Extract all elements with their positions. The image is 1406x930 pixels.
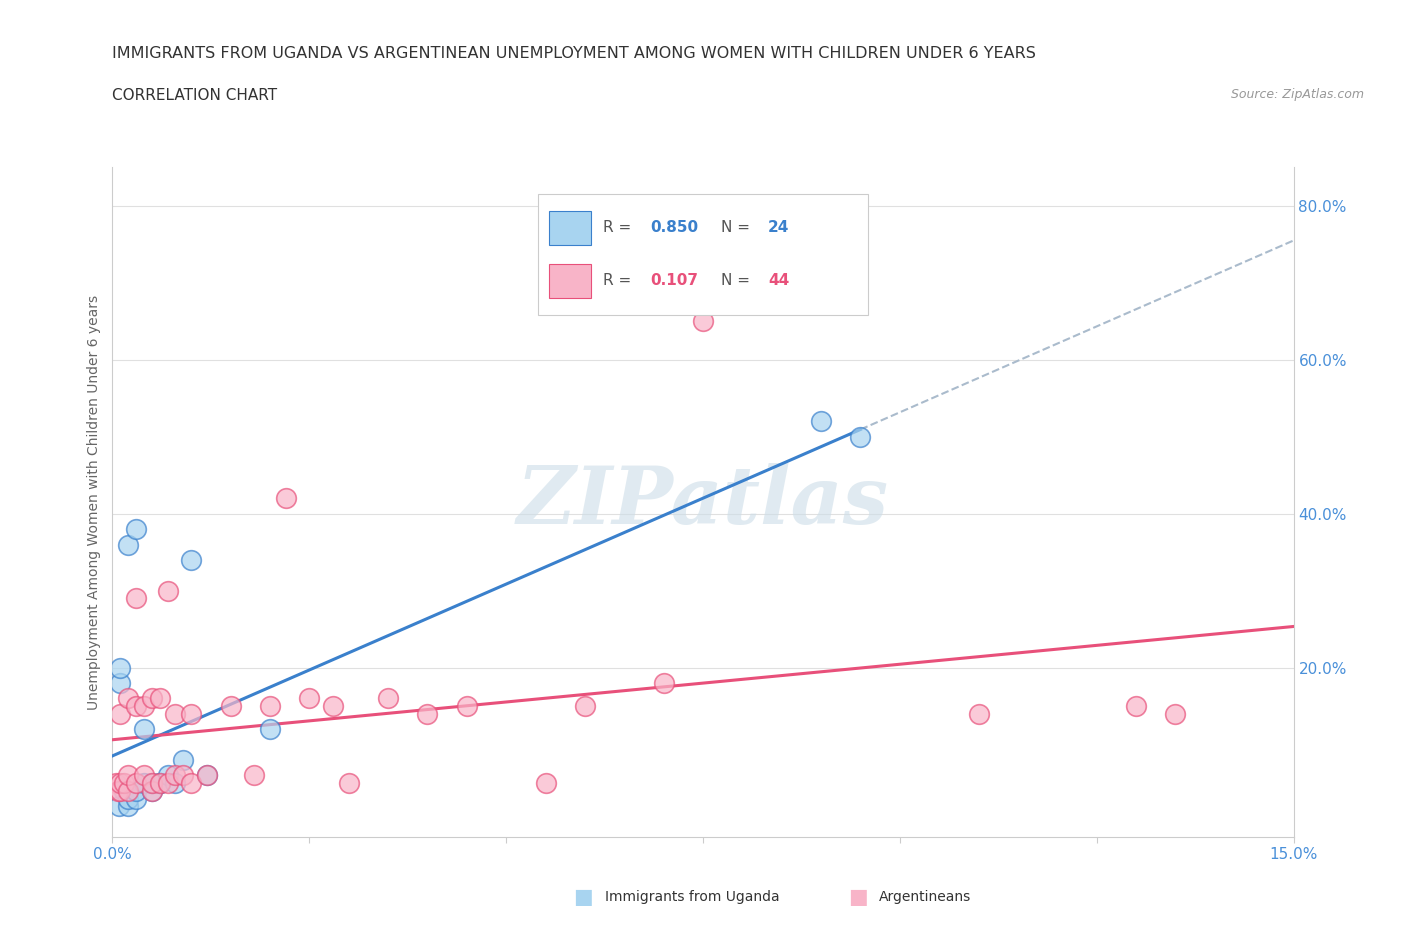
Point bbox=[141, 783, 163, 798]
Point bbox=[141, 691, 163, 706]
Point bbox=[165, 768, 187, 783]
Text: R =: R = bbox=[603, 220, 636, 235]
Point bbox=[110, 660, 132, 675]
Point bbox=[117, 538, 139, 552]
Text: 24: 24 bbox=[768, 220, 789, 235]
Point bbox=[107, 799, 129, 814]
Text: N =: N = bbox=[721, 273, 755, 288]
Point bbox=[377, 691, 399, 706]
Point bbox=[274, 491, 297, 506]
Point bbox=[110, 776, 132, 790]
Point bbox=[180, 707, 202, 722]
Point bbox=[112, 783, 135, 798]
FancyBboxPatch shape bbox=[537, 194, 869, 314]
Point bbox=[125, 783, 148, 798]
Point bbox=[849, 430, 872, 445]
Point bbox=[117, 799, 139, 814]
Text: 0.107: 0.107 bbox=[650, 273, 697, 288]
Point bbox=[259, 722, 281, 737]
Point bbox=[1164, 707, 1187, 722]
Point bbox=[132, 768, 155, 783]
Point bbox=[110, 707, 132, 722]
Point bbox=[141, 776, 163, 790]
Point bbox=[165, 776, 187, 790]
Point bbox=[416, 707, 439, 722]
Point bbox=[337, 776, 360, 790]
Point bbox=[322, 698, 344, 713]
Point bbox=[172, 752, 194, 767]
Text: CORRELATION CHART: CORRELATION CHART bbox=[112, 88, 277, 103]
Point bbox=[149, 776, 172, 790]
Point bbox=[132, 776, 155, 790]
Point bbox=[117, 791, 139, 806]
Point bbox=[112, 776, 135, 790]
Point bbox=[243, 768, 266, 783]
Text: ZIPatlas: ZIPatlas bbox=[517, 463, 889, 541]
Point bbox=[110, 675, 132, 690]
Text: Immigrants from Uganda: Immigrants from Uganda bbox=[605, 890, 779, 905]
Point bbox=[156, 776, 179, 790]
Text: Argentineans: Argentineans bbox=[879, 890, 972, 905]
Point bbox=[456, 698, 478, 713]
Point bbox=[125, 698, 148, 713]
Text: 0.850: 0.850 bbox=[650, 220, 697, 235]
Point bbox=[125, 522, 148, 537]
Point bbox=[156, 583, 179, 598]
Point bbox=[967, 707, 990, 722]
Point bbox=[810, 414, 832, 429]
Text: N =: N = bbox=[721, 220, 755, 235]
Point bbox=[172, 768, 194, 783]
Point bbox=[534, 776, 557, 790]
Point bbox=[125, 791, 148, 806]
Point bbox=[117, 783, 139, 798]
Point bbox=[132, 698, 155, 713]
Text: Source: ZipAtlas.com: Source: ZipAtlas.com bbox=[1230, 88, 1364, 101]
Text: IMMIGRANTS FROM UGANDA VS ARGENTINEAN UNEMPLOYMENT AMONG WOMEN WITH CHILDREN UND: IMMIGRANTS FROM UGANDA VS ARGENTINEAN UN… bbox=[112, 46, 1036, 61]
Point bbox=[219, 698, 242, 713]
Text: ■: ■ bbox=[848, 887, 868, 908]
Text: R =: R = bbox=[603, 273, 636, 288]
FancyBboxPatch shape bbox=[550, 264, 591, 298]
Point bbox=[125, 591, 148, 605]
Point bbox=[149, 691, 172, 706]
Point bbox=[692, 314, 714, 329]
Point bbox=[298, 691, 321, 706]
Point bbox=[141, 776, 163, 790]
Point bbox=[149, 776, 172, 790]
Point bbox=[195, 768, 218, 783]
Point bbox=[107, 783, 129, 798]
Point bbox=[132, 722, 155, 737]
Point bbox=[165, 707, 187, 722]
Point bbox=[259, 698, 281, 713]
Point bbox=[141, 783, 163, 798]
FancyBboxPatch shape bbox=[550, 211, 591, 245]
Point bbox=[110, 783, 132, 798]
Point bbox=[180, 776, 202, 790]
Point bbox=[652, 675, 675, 690]
Point bbox=[1125, 698, 1147, 713]
Text: ■: ■ bbox=[574, 887, 593, 908]
Point bbox=[117, 691, 139, 706]
Point bbox=[156, 768, 179, 783]
Point bbox=[117, 768, 139, 783]
Point bbox=[105, 776, 128, 790]
Point bbox=[125, 776, 148, 790]
Y-axis label: Unemployment Among Women with Children Under 6 years: Unemployment Among Women with Children U… bbox=[87, 295, 101, 710]
Point bbox=[149, 776, 172, 790]
Text: 44: 44 bbox=[768, 273, 789, 288]
Point bbox=[180, 552, 202, 567]
Point bbox=[574, 698, 596, 713]
Point bbox=[195, 768, 218, 783]
